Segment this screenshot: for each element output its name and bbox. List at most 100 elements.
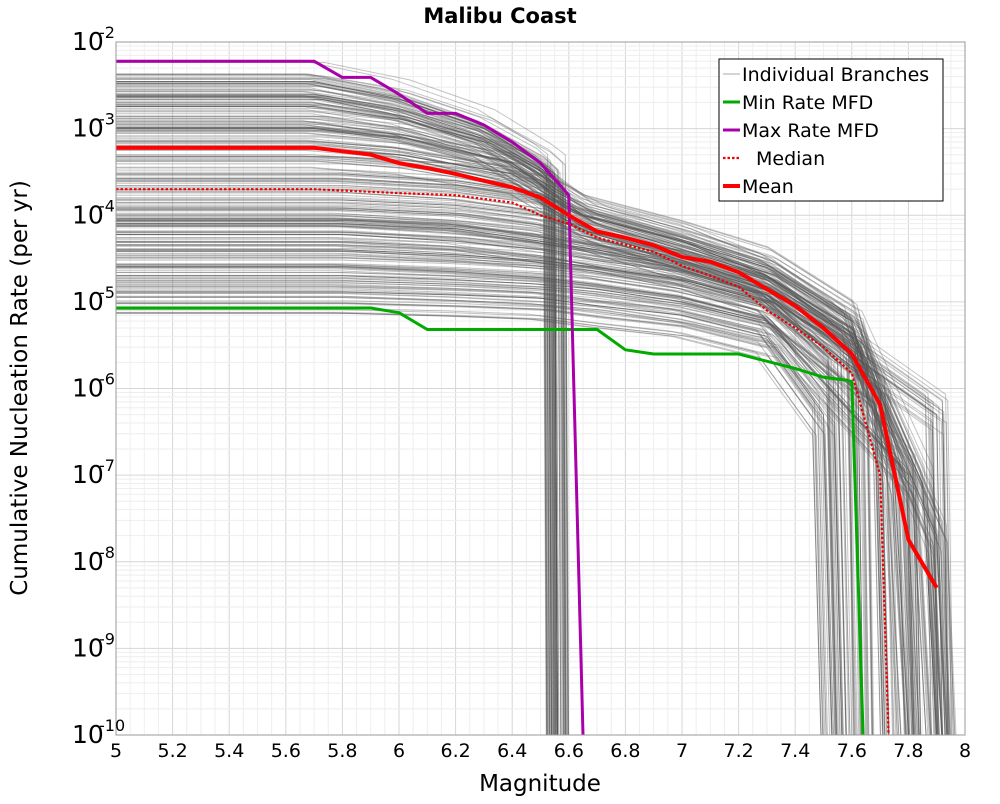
- branch-line: [116, 182, 943, 736]
- branch-line: [116, 175, 939, 736]
- branch-line: [116, 186, 951, 736]
- branch-line: [116, 223, 847, 736]
- branch-line: [116, 226, 939, 736]
- branch-line: [116, 250, 939, 736]
- branch-line: [116, 252, 883, 736]
- branch-line: [116, 103, 552, 736]
- y-tick-label: 10: [72, 114, 104, 143]
- branch-line: [116, 179, 949, 736]
- y-tick-exponent: -6: [99, 370, 115, 389]
- branch-line: [116, 297, 914, 736]
- branch-line: [116, 93, 550, 736]
- branch-line: [116, 244, 847, 736]
- branch-line: [116, 191, 930, 736]
- branch-line: [116, 244, 888, 736]
- branch-line: [116, 231, 857, 736]
- chart-title: Malibu Coast: [423, 4, 576, 28]
- branch-line: [116, 156, 948, 736]
- branch-line: [116, 192, 943, 736]
- branch-line: [116, 277, 916, 736]
- branch-line: [116, 139, 902, 736]
- branch-line: [116, 81, 560, 736]
- branch-line: [116, 242, 953, 736]
- branch-line: [116, 237, 836, 736]
- branch-line: [116, 107, 567, 736]
- branch-line: [116, 290, 827, 736]
- branch-line: [116, 275, 915, 736]
- branch-line: [116, 94, 552, 736]
- y-tick-exponent: -2: [99, 23, 115, 42]
- branch-line: [116, 209, 850, 736]
- branch-line: [116, 250, 884, 736]
- branch-line: [116, 249, 890, 736]
- branch-line: [116, 95, 557, 736]
- y-tick-exponent: -8: [99, 543, 115, 562]
- branch-line: [116, 136, 916, 736]
- branch-line: [116, 124, 548, 736]
- branch-line: [116, 263, 919, 736]
- branch-line: [116, 166, 906, 736]
- branch-line: [116, 173, 938, 736]
- branch-line: [116, 217, 844, 736]
- x-tick-label: 6.8: [610, 740, 640, 762]
- branch-line: [116, 127, 910, 736]
- branch-line: [116, 91, 550, 736]
- branch-line: [116, 110, 868, 736]
- legend-label: Min Rate MFD: [742, 92, 873, 114]
- branch-line: [116, 312, 822, 736]
- legend: Individual Branches Min Rate MFD Max Rate …: [718, 58, 944, 202]
- branch-line: [116, 109, 552, 736]
- branch-line: [116, 96, 565, 736]
- branch-line: [116, 75, 567, 736]
- branch-line: [116, 266, 889, 736]
- branch-line: [116, 286, 827, 736]
- branch-line: [116, 140, 902, 736]
- series-line-median: [116, 188, 890, 736]
- branch-line: [116, 212, 935, 736]
- branch-line: [116, 124, 555, 736]
- branch-line: [116, 293, 914, 736]
- branch-line: [116, 144, 873, 736]
- x-axis-label: Magnitude: [479, 771, 601, 797]
- branch-line: [116, 103, 564, 736]
- branch-line: [116, 106, 558, 736]
- x-tick-label: 6.6: [554, 740, 584, 762]
- branch-line: [116, 259, 913, 736]
- branch-line: [116, 214, 932, 736]
- branch-line: [116, 241, 843, 736]
- branch-line: [116, 117, 554, 736]
- branch-line: [116, 255, 895, 736]
- series-line-mean: [116, 145, 939, 589]
- x-tick-label: 5.4: [214, 740, 244, 762]
- branch-line: [116, 280, 841, 736]
- branch-line: [116, 230, 949, 736]
- branch-line: [116, 267, 886, 736]
- branch-line: [116, 197, 948, 736]
- plot-frame: [115, 41, 966, 736]
- branch-line: [116, 237, 884, 736]
- branch-line: [116, 300, 844, 736]
- branch-line: [116, 240, 948, 736]
- branch-line: [116, 272, 917, 736]
- series-line-max-rate-mfd: [116, 59, 585, 736]
- branch-line: [116, 149, 900, 736]
- branch-line: [116, 99, 567, 736]
- branch-line: [116, 238, 938, 736]
- branch-line: [116, 126, 873, 736]
- x-tick-label: 8: [959, 740, 971, 762]
- y-tick-exponent: -5: [99, 283, 115, 302]
- branch-line: [116, 303, 834, 736]
- branch-line: [116, 220, 856, 736]
- branch-line: [116, 311, 834, 736]
- x-tick-label: 7.4: [780, 740, 810, 762]
- branch-line: [116, 167, 907, 736]
- branch-line: [116, 127, 555, 736]
- branch-line: [116, 256, 909, 736]
- branch-line: [116, 225, 932, 736]
- branch-line: [116, 121, 864, 736]
- branch-line: [116, 126, 551, 736]
- branch-line: [116, 129, 862, 736]
- branch-line: [116, 250, 898, 736]
